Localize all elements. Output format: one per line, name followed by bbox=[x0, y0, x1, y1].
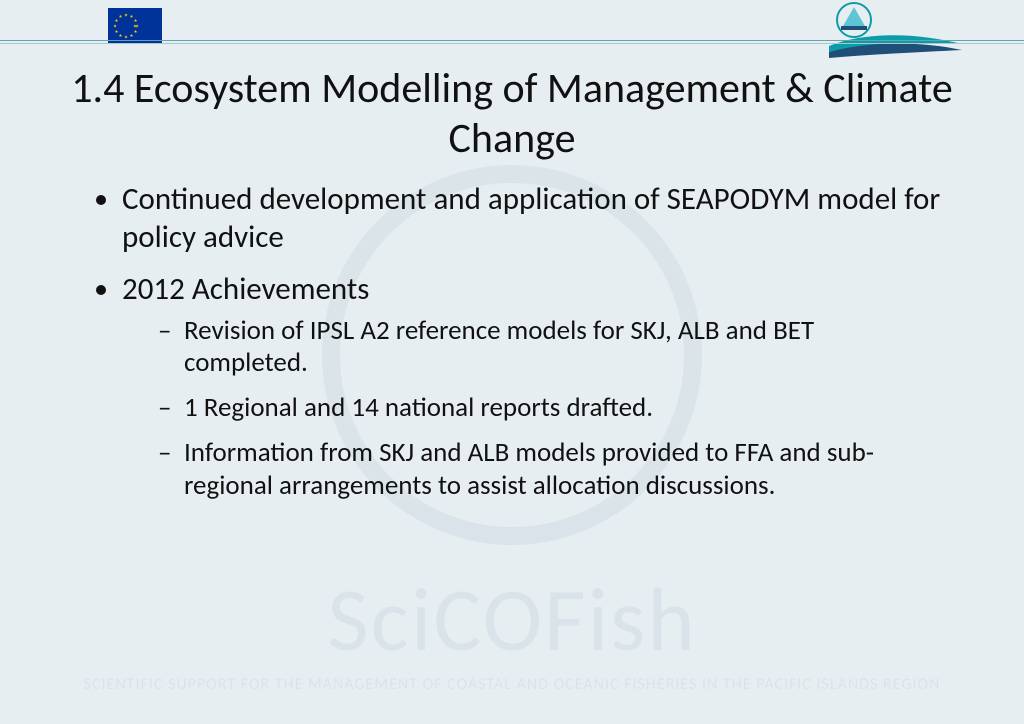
slide-title: 1.4 Ecosystem Modelling of Management & … bbox=[60, 64, 964, 163]
list-item: Continued development and application of… bbox=[122, 181, 964, 257]
sub-bullet-list: Revision of IPSL A2 reference models for… bbox=[122, 315, 954, 504]
bullet-text: Continued development and application of… bbox=[122, 180, 940, 256]
sub-bullet-text: Revision of IPSL A2 reference models for… bbox=[184, 314, 814, 380]
slide-header bbox=[0, 0, 1024, 56]
sub-bullet-text: Information from SKJ and ALB models prov… bbox=[184, 436, 874, 502]
list-item: Information from SKJ and ALB models prov… bbox=[158, 437, 954, 503]
watermark-title: SciCOFish bbox=[327, 565, 696, 675]
bullet-list: Continued development and application of… bbox=[60, 181, 964, 503]
sub-bullet-text: 1 Regional and 14 national reports draft… bbox=[184, 391, 653, 424]
slide-content: 1.4 Ecosystem Modelling of Management & … bbox=[0, 56, 1024, 503]
bullet-text: 2012 Achievements bbox=[122, 270, 369, 308]
list-item: 1 Regional and 14 national reports draft… bbox=[158, 392, 954, 425]
watermark-subtitle: SCIENTIFIC SUPPORT FOR THE MANAGEMENT OF… bbox=[84, 675, 941, 694]
list-item: 2012 Achievements Revision of IPSL A2 re… bbox=[122, 271, 964, 504]
eu-flag-icon bbox=[108, 8, 162, 44]
header-divider bbox=[0, 40, 1024, 44]
list-item: Revision of IPSL A2 reference models for… bbox=[158, 315, 954, 381]
org-logo-icon bbox=[824, 2, 964, 58]
